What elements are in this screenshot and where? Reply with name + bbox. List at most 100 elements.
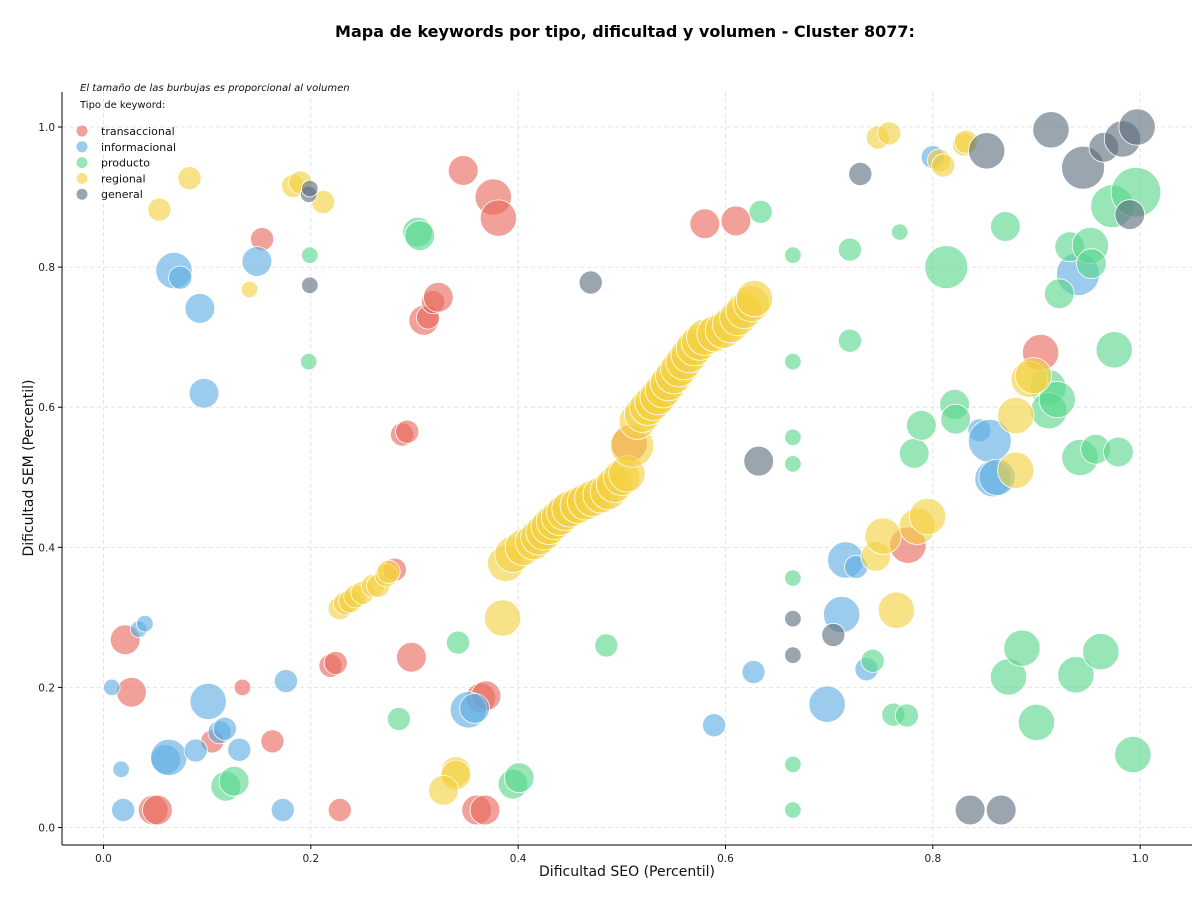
bubble-regional bbox=[997, 396, 1035, 435]
bubble-producto bbox=[1103, 436, 1134, 468]
y-ticks: 0.0 0.2 0.4 0.6 0.8 1.0 bbox=[38, 122, 62, 834]
bubble-producto bbox=[784, 455, 802, 473]
bubble-general bbox=[784, 610, 802, 628]
legend-marker-regional bbox=[76, 172, 88, 184]
bubble-general bbox=[1118, 108, 1156, 146]
bubble-informacional bbox=[273, 669, 298, 694]
bubble-producto bbox=[503, 762, 535, 794]
bubble-regional bbox=[147, 197, 172, 222]
bubble-informacional bbox=[702, 713, 727, 738]
bubble-general bbox=[1032, 111, 1070, 149]
y-tick-label: 0.6 bbox=[38, 402, 55, 414]
legend-label-producto: producto bbox=[101, 157, 150, 170]
bubble-transaccional bbox=[323, 650, 348, 675]
bubble-producto bbox=[894, 703, 919, 728]
series-general bbox=[300, 108, 1156, 826]
legend-label-transaccional: transaccional bbox=[101, 125, 175, 138]
bubble-regional bbox=[997, 451, 1035, 489]
bubble-general bbox=[985, 794, 1017, 826]
bubble-regional bbox=[376, 559, 401, 584]
bubble-transaccional bbox=[327, 798, 352, 823]
legend-marker-producto bbox=[76, 157, 88, 169]
bubble-informacional bbox=[183, 738, 208, 763]
bubble-transaccional bbox=[689, 208, 721, 240]
bubble-informacional bbox=[103, 678, 121, 697]
bubble-informacional bbox=[227, 737, 252, 762]
legend-label-regional: regional bbox=[101, 172, 146, 185]
bubble-regional bbox=[877, 591, 916, 629]
bubble-transaccional bbox=[395, 419, 420, 444]
bubble-transaccional bbox=[260, 729, 285, 754]
bubble-informacional bbox=[112, 760, 130, 779]
legend-marker-general bbox=[76, 188, 88, 200]
bubble-regional bbox=[483, 599, 522, 637]
bubble-transaccional bbox=[720, 205, 752, 237]
bubble-producto bbox=[594, 633, 619, 658]
x-axis-label: Dificultad SEO (Percentil) bbox=[539, 864, 715, 880]
x-tick-label: 0.8 bbox=[924, 853, 941, 865]
bubble-transaccional bbox=[447, 155, 479, 186]
bubble-general bbox=[784, 646, 802, 664]
bubble-regional bbox=[877, 121, 902, 146]
legend: transaccional informacional producto region… bbox=[76, 125, 176, 201]
bubble-regional bbox=[240, 280, 259, 299]
bubble-transaccional bbox=[422, 281, 454, 313]
bubble-informacional bbox=[808, 685, 846, 723]
bubble-transaccional bbox=[396, 641, 427, 673]
bubble-regional bbox=[428, 775, 459, 806]
bubble-general bbox=[301, 179, 319, 198]
bubble-informacional bbox=[168, 265, 193, 290]
bubble-producto bbox=[784, 801, 802, 819]
series-producto bbox=[210, 166, 1162, 819]
bubble-informacional bbox=[241, 246, 273, 277]
bubble-general bbox=[1114, 199, 1146, 230]
bubble-regional bbox=[177, 166, 202, 191]
bubble-transaccional bbox=[142, 794, 173, 826]
bubble-producto bbox=[990, 211, 1021, 242]
bubble-general bbox=[954, 794, 986, 826]
bubble-informacional bbox=[189, 682, 227, 721]
bubble-producto bbox=[1057, 656, 1095, 694]
bubbles bbox=[103, 108, 1162, 826]
y-axis-label: Dificultad SEM (Percentil) bbox=[21, 380, 37, 557]
bubble-informacional bbox=[150, 738, 188, 777]
bubble-regional bbox=[1014, 357, 1053, 395]
y-tick-label: 0.4 bbox=[38, 542, 55, 554]
bubble-general bbox=[968, 132, 1006, 170]
bubble-producto bbox=[404, 220, 436, 251]
bubble-regional bbox=[864, 517, 902, 555]
bubble-producto bbox=[898, 438, 930, 469]
bubble-informacional bbox=[184, 293, 216, 324]
bubble-general bbox=[848, 161, 873, 186]
bubble-producto bbox=[837, 237, 862, 262]
x-tick-label: 0.6 bbox=[717, 853, 734, 865]
bubble-producto bbox=[445, 630, 470, 655]
legend-label-general: general bbox=[101, 188, 143, 201]
bubble-general bbox=[743, 445, 774, 477]
bubble-producto bbox=[860, 648, 885, 673]
bubble-informacional bbox=[459, 693, 490, 724]
bubble-producto bbox=[1003, 629, 1041, 667]
bubble-regional bbox=[931, 153, 956, 178]
bubble-informacional bbox=[741, 660, 766, 685]
legend-marker-informacional bbox=[76, 141, 88, 153]
x-tick-label: 1.0 bbox=[1132, 853, 1149, 865]
bubble-producto bbox=[784, 353, 802, 371]
bubble-producto bbox=[891, 223, 909, 241]
bubble-producto bbox=[386, 706, 411, 731]
bubble-producto bbox=[1095, 331, 1133, 369]
bubble-producto bbox=[1017, 703, 1056, 742]
y-tick-label: 0.2 bbox=[38, 682, 55, 694]
bubble-informacional bbox=[111, 798, 136, 823]
series-regional bbox=[147, 121, 1053, 806]
bubble-informacional bbox=[212, 716, 237, 741]
bubble-producto bbox=[1076, 248, 1107, 279]
chart-title: Mapa de keywords por tipo, dificultad y … bbox=[335, 22, 915, 41]
x-tick-label: 0.2 bbox=[302, 853, 319, 865]
bubble-transaccional bbox=[469, 794, 501, 826]
bubble-producto bbox=[748, 199, 773, 224]
bubble-informacional bbox=[136, 615, 154, 633]
bubble-general bbox=[578, 270, 603, 295]
bubble-producto bbox=[218, 765, 250, 797]
bubble-producto bbox=[784, 755, 802, 774]
